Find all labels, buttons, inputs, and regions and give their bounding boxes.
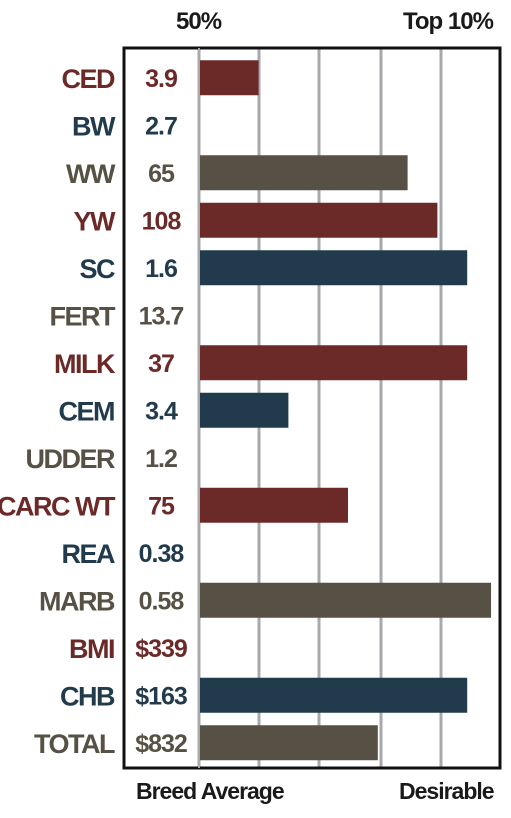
- trait-label-chb: CHB: [60, 681, 115, 711]
- bar-chb: [199, 677, 468, 713]
- value-label-fert: 13.7: [139, 302, 184, 330]
- value-label-marb: 0.58: [139, 587, 185, 615]
- value-label-ced: 3.9: [145, 65, 177, 93]
- bars: [199, 60, 492, 761]
- labels: CED 3.9 BW 2.7 WW 65 YW 108 SC 1.6 FERT 13.7 MILK 37 C…: [0, 64, 188, 759]
- value-label-carc-wt: 75: [148, 492, 175, 520]
- bar-cem: [199, 392, 289, 428]
- trait-label-fert: FERT: [50, 301, 117, 331]
- value-label-bw: 2.7: [145, 112, 177, 140]
- footer-label-desirable: Desirable: [399, 778, 495, 804]
- trait-label-total: TOTAL: [34, 729, 115, 759]
- value-label-sc: 1.6: [145, 255, 177, 283]
- value-label-bmi: $339: [135, 635, 187, 663]
- trait-label-ced: CED: [61, 64, 115, 94]
- value-label-yw: 108: [142, 207, 182, 235]
- value-label-ww: 65: [148, 160, 175, 188]
- footer-label-breed-average: Breed Average: [136, 778, 285, 804]
- trait-label-carc-wt: CARC WT: [0, 491, 116, 521]
- bar-milk: [199, 345, 468, 381]
- trait-label-bmi: BMI: [69, 634, 114, 664]
- trait-label-sc: SC: [79, 254, 115, 284]
- top-label-top-10-percent: Top 10%: [403, 8, 494, 35]
- trait-label-udder: UDDER: [25, 444, 115, 474]
- trait-label-rea: REA: [61, 539, 115, 569]
- bar-total: [199, 725, 378, 761]
- bar-ww: [199, 155, 408, 191]
- bar-yw: [199, 202, 438, 238]
- trait-label-cem: CEM: [59, 396, 115, 426]
- value-label-udder: 1.2: [145, 445, 177, 473]
- value-label-total: $832: [135, 730, 187, 758]
- bar-ced: [199, 60, 259, 96]
- bar-sc: [199, 250, 468, 286]
- bar-carc-wt: [199, 487, 348, 523]
- bar-marb: [199, 582, 492, 618]
- trait-label-bw: BW: [72, 111, 116, 141]
- top-label-50-percent: 50%: [176, 8, 222, 35]
- chart-frame: [122, 46, 502, 770]
- trait-label-ww: WW: [66, 159, 116, 189]
- trait-label-yw: YW: [74, 206, 117, 236]
- value-label-milk: 37: [148, 350, 174, 378]
- value-label-cem: 3.4: [145, 397, 178, 425]
- value-label-chb: $163: [135, 682, 187, 710]
- trait-label-milk: MILK: [54, 349, 116, 379]
- trait-label-marb: MARB: [39, 586, 115, 616]
- value-label-rea: 0.38: [139, 540, 185, 568]
